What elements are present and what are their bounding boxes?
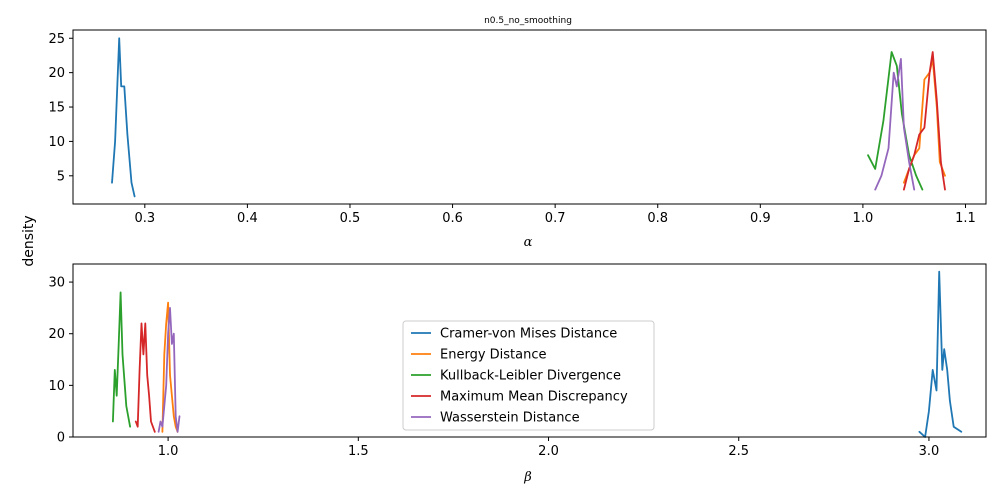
series-line-beta-cramer-von-mises-distance xyxy=(918,270,963,438)
legend-label-maximum-mean-discrepancy: Maximum Mean Discrepancy xyxy=(440,390,628,405)
x-axis-label-beta: β xyxy=(523,470,532,485)
x-tick-label-beta: 2.0 xyxy=(538,444,559,459)
plot-frame-alpha xyxy=(72,29,987,205)
legend-label-energy-distance: Energy Distance xyxy=(440,348,547,363)
panel-alpha: α 0.3 0.4 0.5 0.6 0.7 0.8 0.9 1.0 1.1 5 10 15 20 25 xyxy=(48,29,987,250)
x-tick-label-alpha: 0.6 xyxy=(442,211,463,226)
series-line-alpha-maximum-mean-discrepancy xyxy=(903,51,946,191)
series-line-alpha-kullback-leibler-divergence xyxy=(867,51,924,191)
x-tick-label-alpha: 1.1 xyxy=(955,211,976,226)
y-tick-label-alpha: 10 xyxy=(48,135,65,150)
y-tick-label-alpha: 15 xyxy=(48,101,65,116)
series-line-beta-wasserstein-distance xyxy=(157,307,181,433)
legend: Cramer-von Mises Distance Energy Distance… xyxy=(402,320,655,431)
x-tick-label-beta: 1.5 xyxy=(348,444,369,459)
x-tick-label-alpha: 0.5 xyxy=(340,211,361,226)
x-tick-label-beta: 1.0 xyxy=(158,444,179,459)
legend-label-wasserstein-distance: Wasserstein Distance xyxy=(440,411,580,426)
y-tick-label-beta: 20 xyxy=(48,327,65,342)
y-tick-label-beta: 0 xyxy=(57,431,65,446)
x-tick-label-alpha: 0.4 xyxy=(237,211,258,226)
x-tick-label-alpha: 0.3 xyxy=(134,211,155,226)
y-tick-label-alpha: 25 xyxy=(48,32,65,47)
series-line-beta-maximum-mean-discrepancy xyxy=(134,322,156,433)
y-tick-label-beta: 10 xyxy=(48,379,65,394)
x-tick-label-beta: 3.0 xyxy=(919,444,940,459)
x-axis-label-alpha: α xyxy=(524,235,533,250)
plot-frame-beta xyxy=(72,263,987,438)
x-tick-label-alpha: 0.7 xyxy=(545,211,566,226)
series-line-alpha-wasserstein-distance xyxy=(874,58,916,191)
y-tick-label-alpha: 5 xyxy=(57,169,65,184)
series-line-beta-kullback-leibler-divergence xyxy=(112,291,131,428)
y-tick-label-beta: 30 xyxy=(48,276,65,291)
x-tick-label-alpha: 0.9 xyxy=(750,211,771,226)
series-line-beta-energy-distance xyxy=(161,301,179,433)
series-line-alpha-cramer-von-mises-distance xyxy=(111,37,136,198)
x-tick-label-alpha: 0.8 xyxy=(647,211,668,226)
legend-label-cramer-von-mises-distance: Cramer-von Mises Distance xyxy=(440,327,617,342)
y-tick-label-alpha: 20 xyxy=(48,66,65,81)
legend-label-kullback-leibler-divergence: Kullback-Leibler Divergence xyxy=(440,369,621,384)
x-tick-label-beta: 2.5 xyxy=(728,444,749,459)
panel-beta: β 1.0 1.5 2.0 2.5 3.0 0 10 20 30 xyxy=(48,263,987,485)
legend-frame xyxy=(402,320,655,431)
y-axis-label: density xyxy=(21,215,37,266)
x-tick-label-alpha: 1.0 xyxy=(853,211,874,226)
chart-title: n0.5_no_smoothing xyxy=(484,16,572,26)
